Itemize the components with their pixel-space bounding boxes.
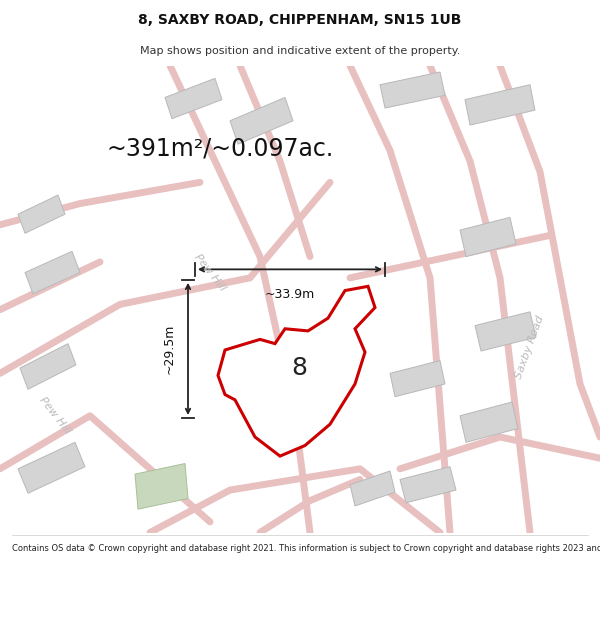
Text: ~29.5m: ~29.5m (163, 324, 176, 374)
Polygon shape (218, 286, 375, 456)
Polygon shape (20, 344, 76, 389)
Text: ~391m²/~0.097ac.: ~391m²/~0.097ac. (106, 136, 334, 161)
Polygon shape (350, 471, 395, 506)
Polygon shape (380, 72, 445, 108)
Text: 8, SAXBY ROAD, CHIPPENHAM, SN15 1UB: 8, SAXBY ROAD, CHIPPENHAM, SN15 1UB (139, 12, 461, 27)
Text: Map shows position and indicative extent of the property.: Map shows position and indicative extent… (140, 46, 460, 56)
Text: Pew Hill: Pew Hill (38, 396, 73, 436)
Polygon shape (230, 98, 293, 144)
Polygon shape (400, 467, 456, 502)
Polygon shape (165, 78, 222, 119)
Polygon shape (135, 464, 188, 509)
Polygon shape (18, 195, 65, 233)
Text: Saxby Road: Saxby Road (514, 314, 546, 380)
Polygon shape (460, 402, 518, 442)
Polygon shape (460, 217, 516, 257)
Polygon shape (390, 361, 445, 397)
Polygon shape (465, 85, 535, 125)
Text: Contains OS data © Crown copyright and database right 2021. This information is : Contains OS data © Crown copyright and d… (12, 544, 600, 552)
Polygon shape (475, 312, 536, 351)
Text: 8: 8 (292, 356, 308, 380)
Polygon shape (25, 251, 80, 294)
Polygon shape (18, 442, 85, 493)
Text: Pew Hill: Pew Hill (193, 252, 227, 293)
Text: ~33.9m: ~33.9m (265, 289, 315, 301)
